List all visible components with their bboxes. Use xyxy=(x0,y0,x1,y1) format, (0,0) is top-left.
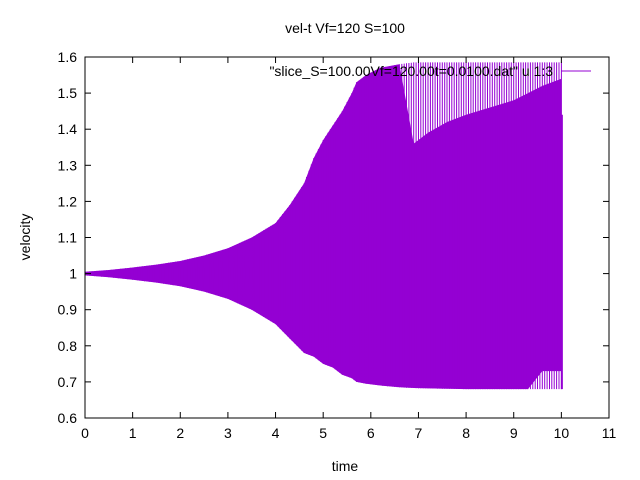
y-axis: 0.6 0.7 0.8 0.9 1 1.1 1.2 1.3 1.4 1.5 1.6 xyxy=(58,49,609,426)
y-tick-label: 1.2 xyxy=(58,193,78,209)
x-tick-label: 9 xyxy=(510,425,518,441)
x-tick-label: 8 xyxy=(462,425,470,441)
series-line xyxy=(84,62,562,390)
y-tick-label: 1.6 xyxy=(58,49,78,65)
x-tick-label: 4 xyxy=(272,425,280,441)
y-tick-label: 1.3 xyxy=(58,157,78,173)
x-tick-label: 0 xyxy=(81,425,89,441)
x-axis: 0 1 2 3 4 5 6 7 8 9 10 11 xyxy=(81,57,616,441)
x-tick-label: 11 xyxy=(602,425,617,441)
plot-area xyxy=(84,62,563,390)
legend-label: "slice_S=100.00Vf=120.00t=0.0100.dat" u … xyxy=(269,63,553,79)
x-tick-label: 3 xyxy=(224,425,232,441)
y-tick-label: 0.8 xyxy=(58,338,78,354)
y-tick-label: 0.7 xyxy=(58,374,78,390)
y-tick-label: 0.9 xyxy=(58,302,78,318)
y-tick-label: 1 xyxy=(69,266,77,282)
x-tick-label: 10 xyxy=(554,425,570,441)
x-tick-label: 6 xyxy=(367,425,375,441)
y-tick-label: 1.5 xyxy=(58,85,78,101)
y-tick-label: 1.4 xyxy=(58,121,78,137)
y-tick-label: 1.1 xyxy=(58,230,78,246)
x-axis-label: time xyxy=(332,458,359,474)
x-tick-label: 1 xyxy=(129,425,137,441)
y-tick-label: 0.6 xyxy=(58,410,78,426)
y-axis-label: velocity xyxy=(17,214,33,261)
legend: "slice_S=100.00Vf=120.00t=0.0100.dat" u … xyxy=(269,63,591,79)
x-tick-label: 2 xyxy=(176,425,184,441)
x-tick-label: 5 xyxy=(319,425,327,441)
chart-title: vel-t Vf=120 S=100 xyxy=(285,20,405,36)
x-tick-label: 7 xyxy=(415,425,423,441)
